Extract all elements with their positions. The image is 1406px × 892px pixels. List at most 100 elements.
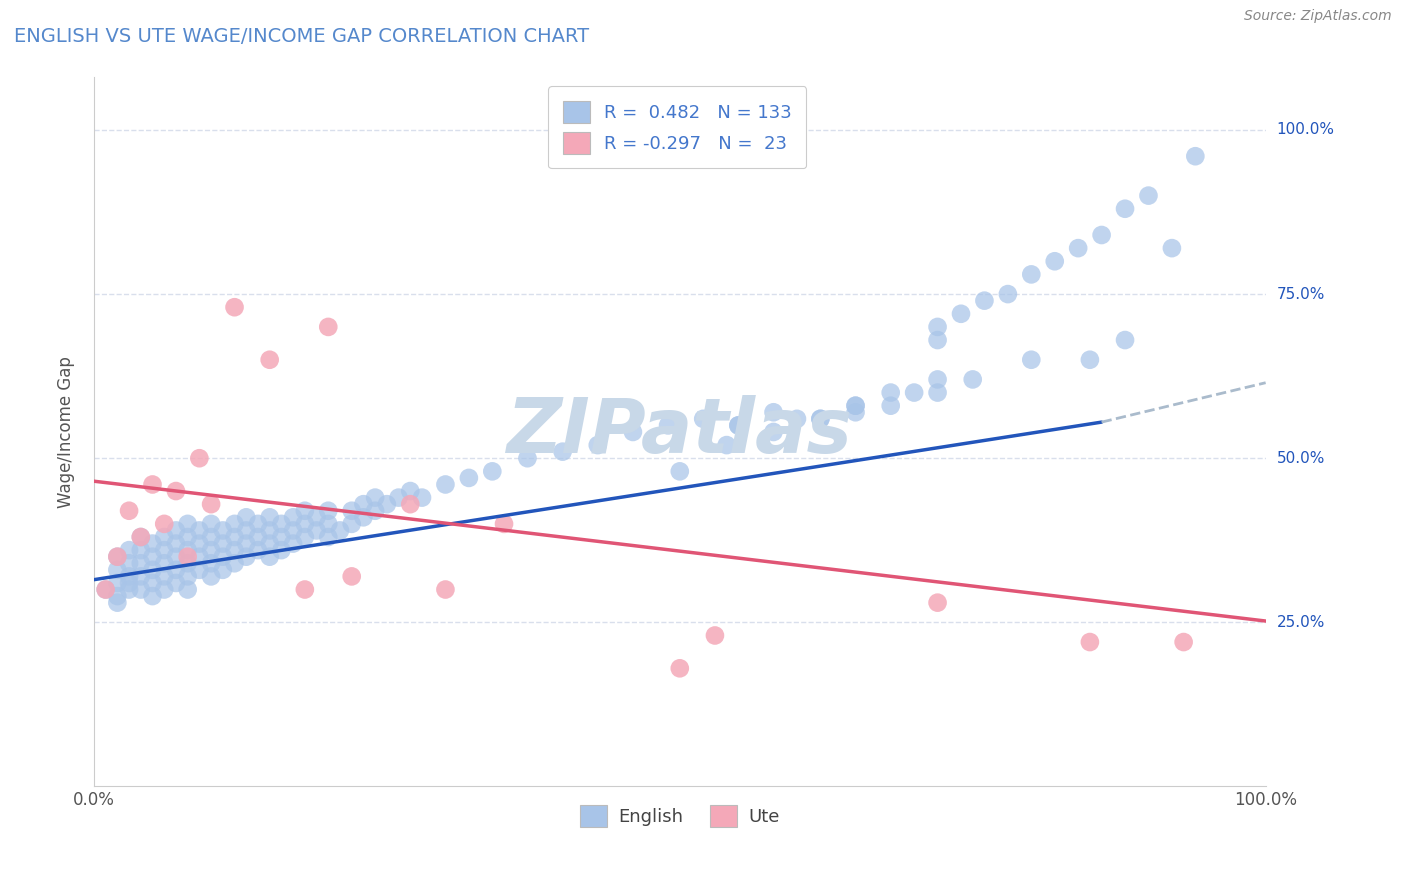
Point xyxy=(1173,635,1195,649)
Point xyxy=(224,516,246,531)
Point xyxy=(927,385,949,400)
Point xyxy=(270,516,292,531)
Text: ZIPatlas: ZIPatlas xyxy=(506,395,853,469)
Point xyxy=(165,549,187,564)
Point xyxy=(434,477,457,491)
Point xyxy=(200,569,222,583)
Point xyxy=(516,451,538,466)
Point xyxy=(270,543,292,558)
Point xyxy=(281,510,304,524)
Point xyxy=(294,504,316,518)
Point xyxy=(211,524,233,538)
Point xyxy=(808,412,831,426)
Point xyxy=(105,596,128,610)
Point xyxy=(340,516,363,531)
Point xyxy=(176,543,198,558)
Point xyxy=(129,543,152,558)
Point xyxy=(340,504,363,518)
Point xyxy=(621,425,644,439)
Point xyxy=(200,516,222,531)
Point xyxy=(927,333,949,347)
Text: 75.0%: 75.0% xyxy=(1277,286,1324,301)
Point xyxy=(879,399,901,413)
Point xyxy=(762,425,785,439)
Point xyxy=(129,530,152,544)
Point xyxy=(294,530,316,544)
Point xyxy=(950,307,973,321)
Point xyxy=(165,524,187,538)
Point xyxy=(176,582,198,597)
Text: 25.0%: 25.0% xyxy=(1277,615,1324,630)
Point xyxy=(129,569,152,583)
Point xyxy=(259,524,281,538)
Point xyxy=(176,549,198,564)
Point xyxy=(762,405,785,419)
Point xyxy=(141,536,163,550)
Point xyxy=(118,556,141,570)
Point xyxy=(165,576,187,591)
Point xyxy=(316,504,339,518)
Point xyxy=(188,549,211,564)
Point xyxy=(246,530,269,544)
Point xyxy=(153,516,176,531)
Point xyxy=(294,516,316,531)
Point xyxy=(105,576,128,591)
Point xyxy=(224,543,246,558)
Point xyxy=(1043,254,1066,268)
Point xyxy=(105,549,128,564)
Point xyxy=(165,536,187,550)
Text: 50.0%: 50.0% xyxy=(1277,450,1324,466)
Point xyxy=(434,582,457,597)
Point xyxy=(224,530,246,544)
Point xyxy=(281,536,304,550)
Point xyxy=(200,530,222,544)
Point xyxy=(316,530,339,544)
Point xyxy=(270,530,292,544)
Point xyxy=(211,549,233,564)
Point xyxy=(703,628,725,642)
Point xyxy=(457,471,479,485)
Point xyxy=(129,582,152,597)
Point xyxy=(399,484,422,499)
Text: 100.0%: 100.0% xyxy=(1277,122,1334,137)
Point xyxy=(118,504,141,518)
Point xyxy=(235,536,257,550)
Point xyxy=(105,563,128,577)
Point xyxy=(1161,241,1184,255)
Point xyxy=(340,569,363,583)
Point xyxy=(316,516,339,531)
Point xyxy=(844,399,866,413)
Y-axis label: Wage/Income Gap: Wage/Income Gap xyxy=(58,356,75,508)
Point xyxy=(997,287,1019,301)
Point xyxy=(352,510,374,524)
Point xyxy=(305,510,328,524)
Point xyxy=(551,444,574,458)
Point xyxy=(692,412,714,426)
Point xyxy=(316,319,339,334)
Point xyxy=(153,556,176,570)
Point xyxy=(657,418,679,433)
Point xyxy=(1091,227,1114,242)
Point xyxy=(1114,202,1136,216)
Point xyxy=(211,563,233,577)
Point xyxy=(141,576,163,591)
Point xyxy=(399,497,422,511)
Point xyxy=(200,543,222,558)
Point xyxy=(879,385,901,400)
Point xyxy=(294,582,316,597)
Point xyxy=(188,524,211,538)
Point xyxy=(1137,188,1160,202)
Point xyxy=(375,497,398,511)
Point xyxy=(153,543,176,558)
Text: ENGLISH VS UTE WAGE/INCOME GAP CORRELATION CHART: ENGLISH VS UTE WAGE/INCOME GAP CORRELATI… xyxy=(14,27,589,45)
Point xyxy=(188,536,211,550)
Point xyxy=(1021,268,1043,282)
Point xyxy=(153,530,176,544)
Point xyxy=(118,576,141,591)
Point xyxy=(224,300,246,314)
Point xyxy=(200,497,222,511)
Point xyxy=(962,372,984,386)
Point xyxy=(141,549,163,564)
Point xyxy=(176,516,198,531)
Point xyxy=(235,549,257,564)
